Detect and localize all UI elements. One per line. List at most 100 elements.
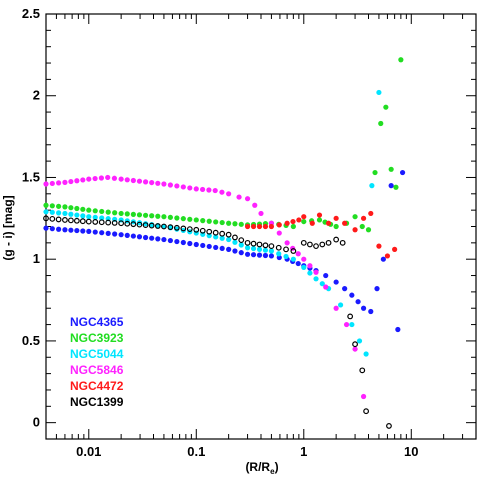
data-point <box>380 256 386 262</box>
data-point <box>206 233 212 239</box>
x-tick-label: 0.1 <box>187 444 205 459</box>
data-point <box>399 169 406 176</box>
data-point <box>213 219 219 225</box>
data-point <box>142 222 149 228</box>
data-point <box>167 224 174 231</box>
data-point <box>92 219 99 225</box>
data-point <box>68 211 74 217</box>
data-point <box>365 227 372 233</box>
data-point <box>256 252 263 258</box>
data-point <box>268 243 275 250</box>
data-point <box>301 214 307 220</box>
series-ngc4365 <box>43 169 406 333</box>
data-point <box>193 217 199 223</box>
data-point <box>142 212 149 218</box>
data-point <box>307 270 313 276</box>
legend-entry-ngc5044: NGC5044 <box>70 347 124 361</box>
data-point <box>313 243 319 250</box>
data-point <box>68 178 74 185</box>
data-point <box>130 177 136 184</box>
data-point <box>62 227 68 233</box>
data-point <box>206 228 213 235</box>
data-point <box>250 240 257 247</box>
y-tick-label: 1.5 <box>22 169 40 184</box>
data-point <box>68 205 74 211</box>
legend-entry-ngc5846: NGC5846 <box>70 363 124 377</box>
data-point <box>256 241 263 248</box>
data-point <box>368 210 374 217</box>
data-point <box>167 214 173 220</box>
data-point <box>56 180 62 186</box>
data-point <box>155 236 161 242</box>
data-point <box>284 240 290 246</box>
data-point <box>80 228 86 234</box>
data-point <box>79 218 86 225</box>
data-point <box>388 183 394 189</box>
data-point <box>180 184 186 190</box>
series-ngc5846 <box>43 174 367 400</box>
legend-entry-ngc3923: NGC3923 <box>70 331 124 345</box>
data-point <box>56 226 62 232</box>
data-point <box>73 217 80 224</box>
data-point <box>105 209 111 215</box>
data-point <box>384 253 391 259</box>
data-point <box>333 305 339 311</box>
x-axis-label: (R/Re) <box>245 460 278 476</box>
data-point <box>307 263 313 269</box>
data-point <box>360 215 367 221</box>
data-point <box>111 175 118 181</box>
data-point <box>301 256 307 262</box>
data-point <box>180 225 187 232</box>
data-point <box>149 213 155 219</box>
data-point <box>256 246 263 252</box>
data-point <box>124 211 130 217</box>
data-point <box>219 230 226 237</box>
data-point <box>374 286 380 292</box>
data-point <box>342 220 348 226</box>
data-point <box>155 180 161 186</box>
y-tick-label: 2.5 <box>22 6 40 21</box>
data-point <box>238 221 244 227</box>
data-point <box>74 205 80 212</box>
data-point <box>118 220 125 227</box>
data-point <box>213 244 219 251</box>
data-point <box>49 180 55 187</box>
data-point <box>258 210 264 217</box>
data-point <box>174 215 180 221</box>
data-point <box>105 174 111 181</box>
data-point <box>383 104 389 110</box>
data-point <box>368 308 374 315</box>
data-point <box>206 218 212 224</box>
data-point <box>290 256 296 262</box>
data-point <box>319 281 325 287</box>
data-point <box>244 196 251 202</box>
data-point <box>376 89 382 96</box>
data-point <box>225 231 232 238</box>
data-point <box>301 264 307 270</box>
data-point <box>142 234 149 241</box>
data-point <box>142 221 149 227</box>
data-point <box>212 229 219 236</box>
y-tick-label: 0.5 <box>22 333 40 348</box>
data-point <box>206 187 212 193</box>
data-point <box>173 224 180 231</box>
data-point <box>161 236 167 243</box>
data-point <box>283 253 289 260</box>
legend-entry-ngc1399: NGC1399 <box>70 395 124 409</box>
data-point <box>43 181 49 187</box>
data-point <box>74 178 80 184</box>
data-point <box>219 189 225 195</box>
data-point <box>49 226 55 232</box>
data-point <box>86 207 92 213</box>
data-point <box>262 247 269 253</box>
data-point <box>136 178 143 184</box>
data-point <box>154 223 161 229</box>
data-point <box>200 218 206 224</box>
data-point <box>174 238 180 245</box>
data-point <box>372 169 378 176</box>
data-point <box>219 245 225 252</box>
data-point <box>352 346 358 352</box>
data-point <box>99 208 105 215</box>
data-point <box>68 227 74 233</box>
